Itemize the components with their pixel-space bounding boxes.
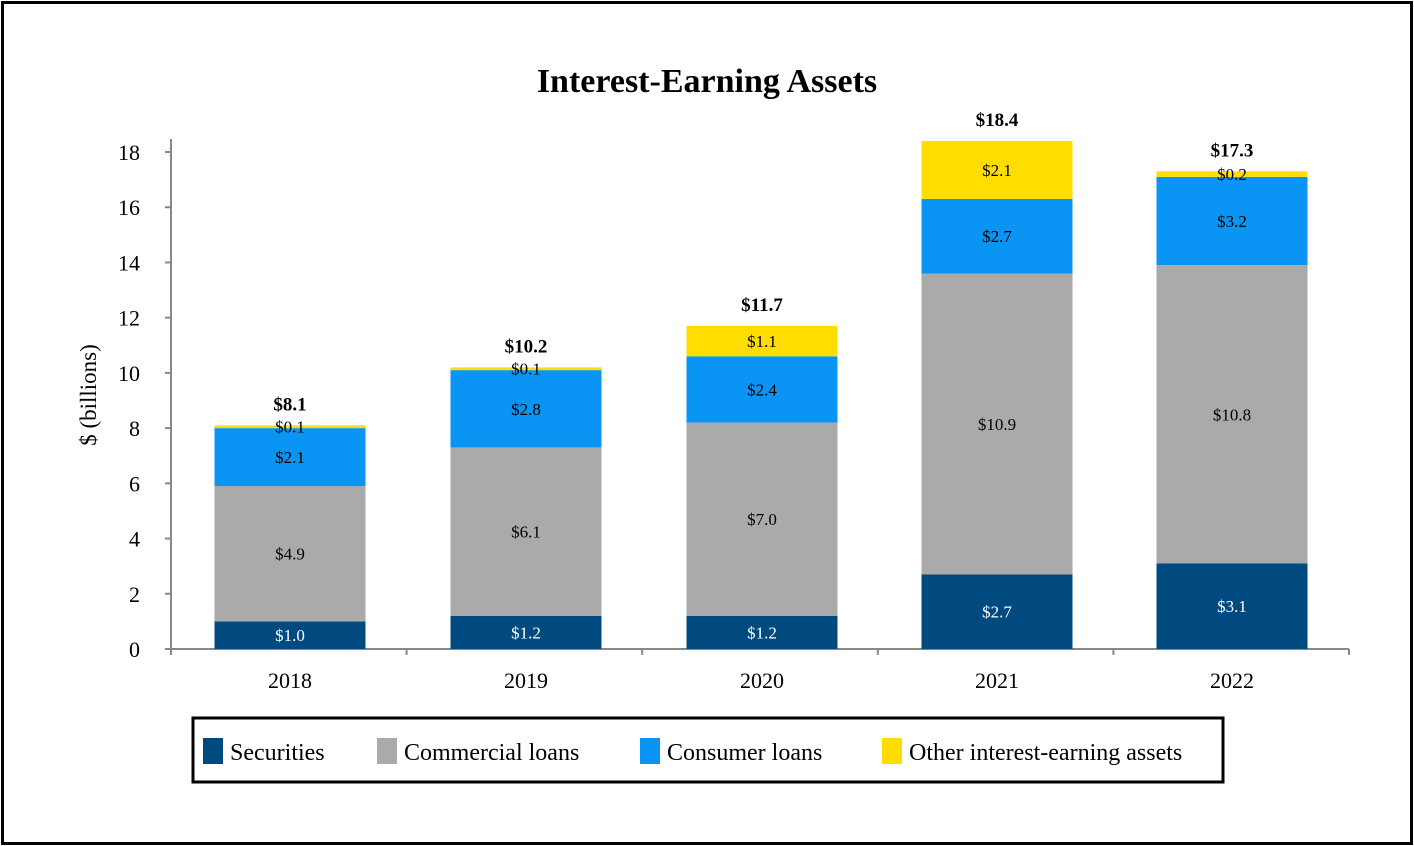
bar-segment	[686, 615, 838, 649]
bar-segment	[686, 422, 838, 616]
data-label: $10.8	[1213, 405, 1251, 424]
data-label: $0.1	[275, 418, 305, 437]
data-label: $2.7	[982, 227, 1012, 246]
bars: $1.0 $4.9 $2.1 $0.1 $8.1 $1.2 $6.1 $2.8 $0.1 $10.…	[214, 110, 1308, 649]
x-tick-label: 2021	[975, 668, 1019, 693]
y-tick-label: 8	[129, 416, 140, 441]
data-label: $10.9	[978, 415, 1016, 434]
bar-segment	[214, 486, 366, 622]
data-label: $1.2	[747, 623, 777, 642]
data-label: $3.1	[1217, 597, 1247, 616]
legend: Securities Commercial loans Consumer loans…	[191, 716, 1225, 784]
data-label: $0.2	[1217, 165, 1247, 184]
legend-swatch	[203, 738, 223, 764]
bar-segment	[921, 140, 1073, 199]
y-tick-label: 14	[118, 250, 140, 275]
bar-total-label: $10.2	[505, 336, 548, 357]
legend-label: Other interest-earning assets	[909, 740, 1182, 766]
data-label: $4.9	[275, 545, 305, 564]
bar-segment	[214, 428, 366, 487]
bar-segment	[686, 356, 838, 423]
y-tick-label: 18	[118, 140, 140, 165]
data-label: $2.8	[511, 400, 541, 419]
bar-segment	[1156, 563, 1308, 649]
bar-total-label: $17.3	[1211, 140, 1254, 161]
data-label: $1.1	[747, 332, 777, 351]
bar-segment	[450, 615, 602, 649]
y-axis-label: $ (billions)	[76, 344, 101, 446]
data-label: $0.1	[511, 360, 541, 379]
data-label: $2.1	[275, 448, 305, 467]
chart-title: Interest-Earning Assets	[537, 63, 877, 100]
bar-total-label: $11.7	[741, 295, 783, 316]
bar-segment	[921, 273, 1073, 575]
data-label: $3.2	[1217, 212, 1247, 231]
data-label: $1.2	[511, 623, 541, 642]
x-tick-label: 2022	[1210, 668, 1254, 693]
legend-label: Consumer loans	[667, 740, 822, 766]
bar-segment	[214, 425, 366, 429]
axes: 0 2 4 6 8 10 12 14 16 18 2018 2019 2020 2021 2022	[118, 139, 1350, 693]
legend-swatch	[640, 738, 660, 764]
data-label: $2.4	[747, 380, 777, 399]
legend-swatch	[377, 738, 397, 764]
bar-total-label: $8.1	[273, 394, 306, 415]
bar-segment	[1156, 171, 1308, 177]
y-tick-label: 12	[118, 306, 140, 331]
bar-segment	[921, 198, 1073, 274]
bar-segment	[450, 367, 602, 371]
x-tick-label: 2020	[740, 668, 784, 693]
y-tick-label: 0	[129, 637, 140, 662]
bar-segment	[214, 621, 366, 649]
legend-swatch	[882, 738, 902, 764]
bar-segment	[1156, 176, 1308, 266]
bar-total-label: $18.4	[976, 110, 1019, 131]
legend-box	[191, 716, 1225, 784]
x-tick-label: 2019	[504, 668, 548, 693]
bar-segment	[921, 574, 1073, 649]
y-tick-label: 16	[118, 195, 140, 220]
legend-label: Securities	[230, 740, 325, 766]
bar-segment	[450, 370, 602, 448]
data-label: $2.1	[982, 161, 1012, 180]
bar-segment	[450, 447, 602, 616]
data-label: $1.0	[275, 626, 305, 645]
bar-segment	[1156, 265, 1308, 564]
data-label: $2.7	[982, 603, 1012, 622]
y-tick-label: 6	[129, 471, 140, 496]
data-label: $6.1	[511, 523, 541, 542]
y-tick-label: 10	[118, 361, 140, 386]
y-tick-label: 4	[129, 527, 140, 552]
bar-segment	[686, 325, 838, 357]
legend-label: Commercial loans	[404, 740, 579, 766]
data-label: $7.0	[747, 510, 777, 529]
y-tick-label: 2	[129, 582, 140, 607]
x-tick-label: 2018	[268, 668, 312, 693]
